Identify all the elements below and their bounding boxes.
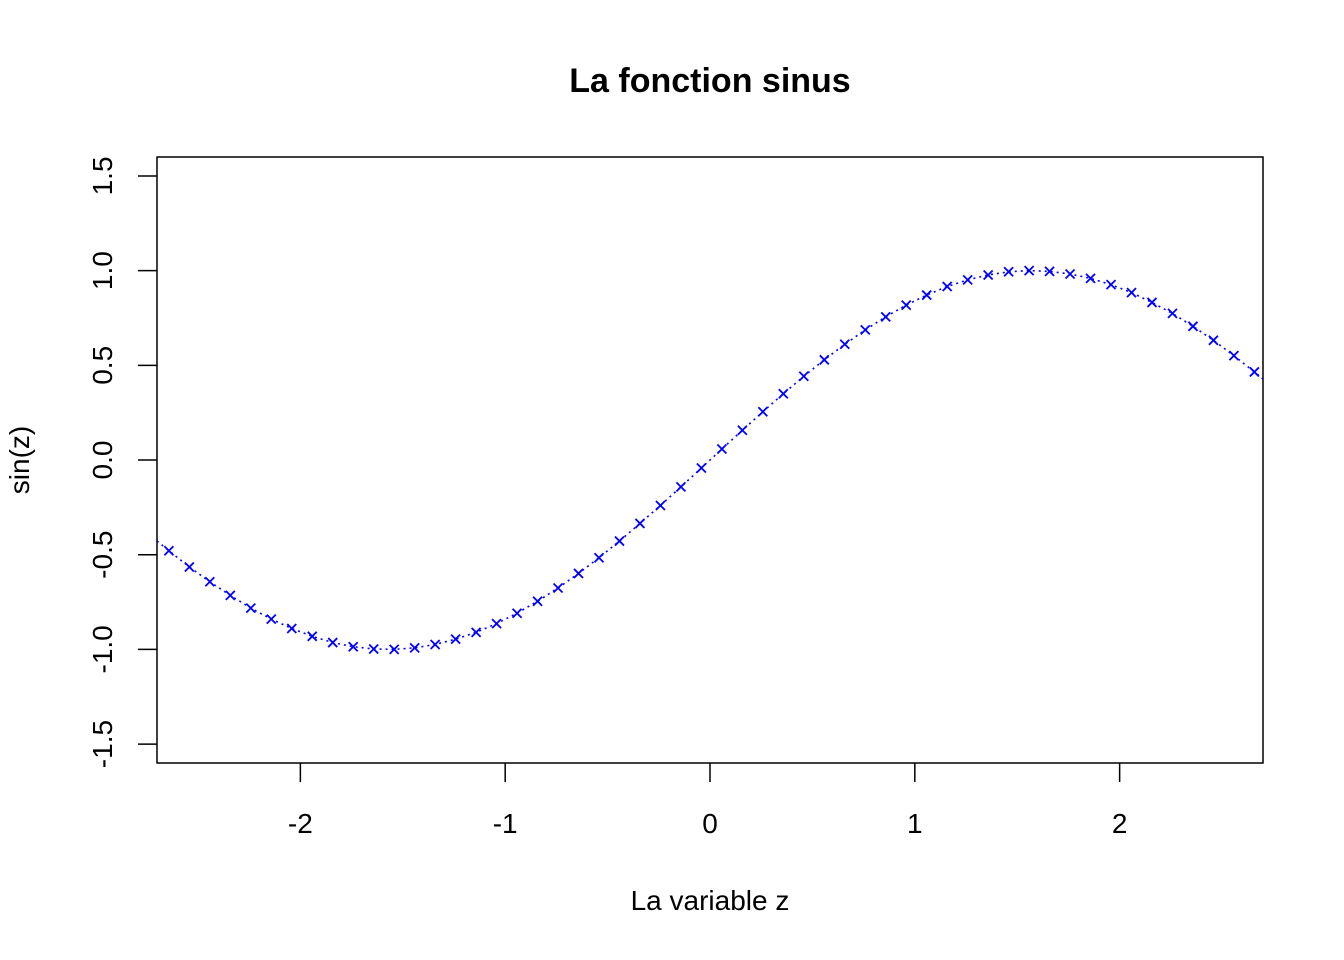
data-point-marker	[1167, 308, 1178, 319]
x-tick-label: 1	[907, 808, 923, 839]
data-point-marker	[983, 269, 994, 281]
data-point-marker	[286, 623, 297, 634]
x-tick-label: -2	[288, 808, 313, 839]
data-point-marker	[716, 443, 728, 455]
data-point-marker	[655, 500, 666, 511]
data-point-marker	[225, 590, 236, 601]
y-tick-label: -1.5	[87, 720, 118, 768]
data-point-marker	[204, 576, 215, 587]
y-axis-label: sin(z)	[4, 426, 35, 494]
data-point-marker	[266, 613, 277, 625]
data-point-marker	[163, 545, 175, 556]
data-point-marker	[819, 354, 830, 365]
data-point-marker	[307, 631, 318, 642]
y-tick-label: 0.0	[87, 441, 118, 480]
x-tick-label: 2	[1112, 808, 1128, 839]
data-point-marker	[430, 639, 441, 650]
data-point-marker	[880, 311, 891, 322]
data-point-marker	[245, 602, 256, 614]
data-point-marker	[778, 388, 789, 399]
data-point-marker	[1085, 273, 1096, 284]
data-point-marker	[1044, 266, 1055, 277]
chart-title: La fonction sinus	[569, 62, 850, 100]
series-group	[157, 265, 1263, 655]
data-point-marker	[901, 299, 912, 311]
data-point-marker	[450, 634, 461, 645]
data-point-marker	[942, 281, 953, 292]
data-point-marker	[839, 339, 850, 350]
data-point-marker	[470, 627, 482, 638]
data-point-marker	[409, 642, 420, 653]
x-axis-label: La variable z	[631, 885, 790, 916]
data-point-marker	[368, 643, 379, 655]
y-tick-label: 1.5	[87, 156, 118, 195]
data-point-marker	[348, 641, 359, 652]
data-point-marker	[532, 596, 543, 607]
y-tick-label: 1.0	[87, 251, 118, 290]
data-point-marker	[552, 582, 564, 594]
x-tick-label: 0	[702, 808, 718, 839]
data-point-marker	[389, 644, 400, 655]
data-point-marker	[327, 637, 338, 648]
data-point-marker	[634, 518, 646, 529]
x-axis: -2 -1 0 1 2	[288, 763, 1128, 839]
data-point-marker	[1208, 335, 1219, 346]
data-point-marker	[1146, 297, 1158, 308]
data-point-marker	[1003, 266, 1014, 277]
data-point-marker	[1228, 350, 1240, 361]
data-point-marker	[1126, 287, 1137, 298]
data-point-marker	[737, 425, 748, 436]
y-tick-label: 0.5	[87, 346, 118, 385]
data-point-marker	[593, 552, 605, 563]
data-point-marker	[184, 561, 195, 573]
y-tick-label: -1.0	[87, 625, 118, 673]
data-point-marker	[1249, 366, 1260, 378]
data-point-marker	[1064, 268, 1076, 280]
data-point-marker	[1023, 265, 1035, 276]
data-point-marker	[798, 371, 809, 382]
data-point-marker	[614, 535, 625, 547]
data-point-marker	[860, 324, 871, 336]
data-point-marker	[696, 462, 707, 474]
data-point-marker	[511, 608, 523, 619]
data-point-marker	[1187, 321, 1199, 332]
data-point-marker	[675, 481, 687, 493]
data-point-marker	[1105, 279, 1117, 290]
series-line	[157, 269, 1263, 651]
y-axis: -1.5 -1.0 -0.5 0.0 0.5 1.0 1.5	[87, 156, 157, 768]
data-point-marker	[921, 289, 932, 301]
y-tick-label: -0.5	[87, 531, 118, 579]
x-tick-label: -1	[493, 808, 518, 839]
data-point-marker	[573, 568, 584, 579]
data-point-marker	[962, 274, 973, 286]
data-point-marker	[757, 406, 768, 417]
data-point-marker	[491, 618, 502, 629]
